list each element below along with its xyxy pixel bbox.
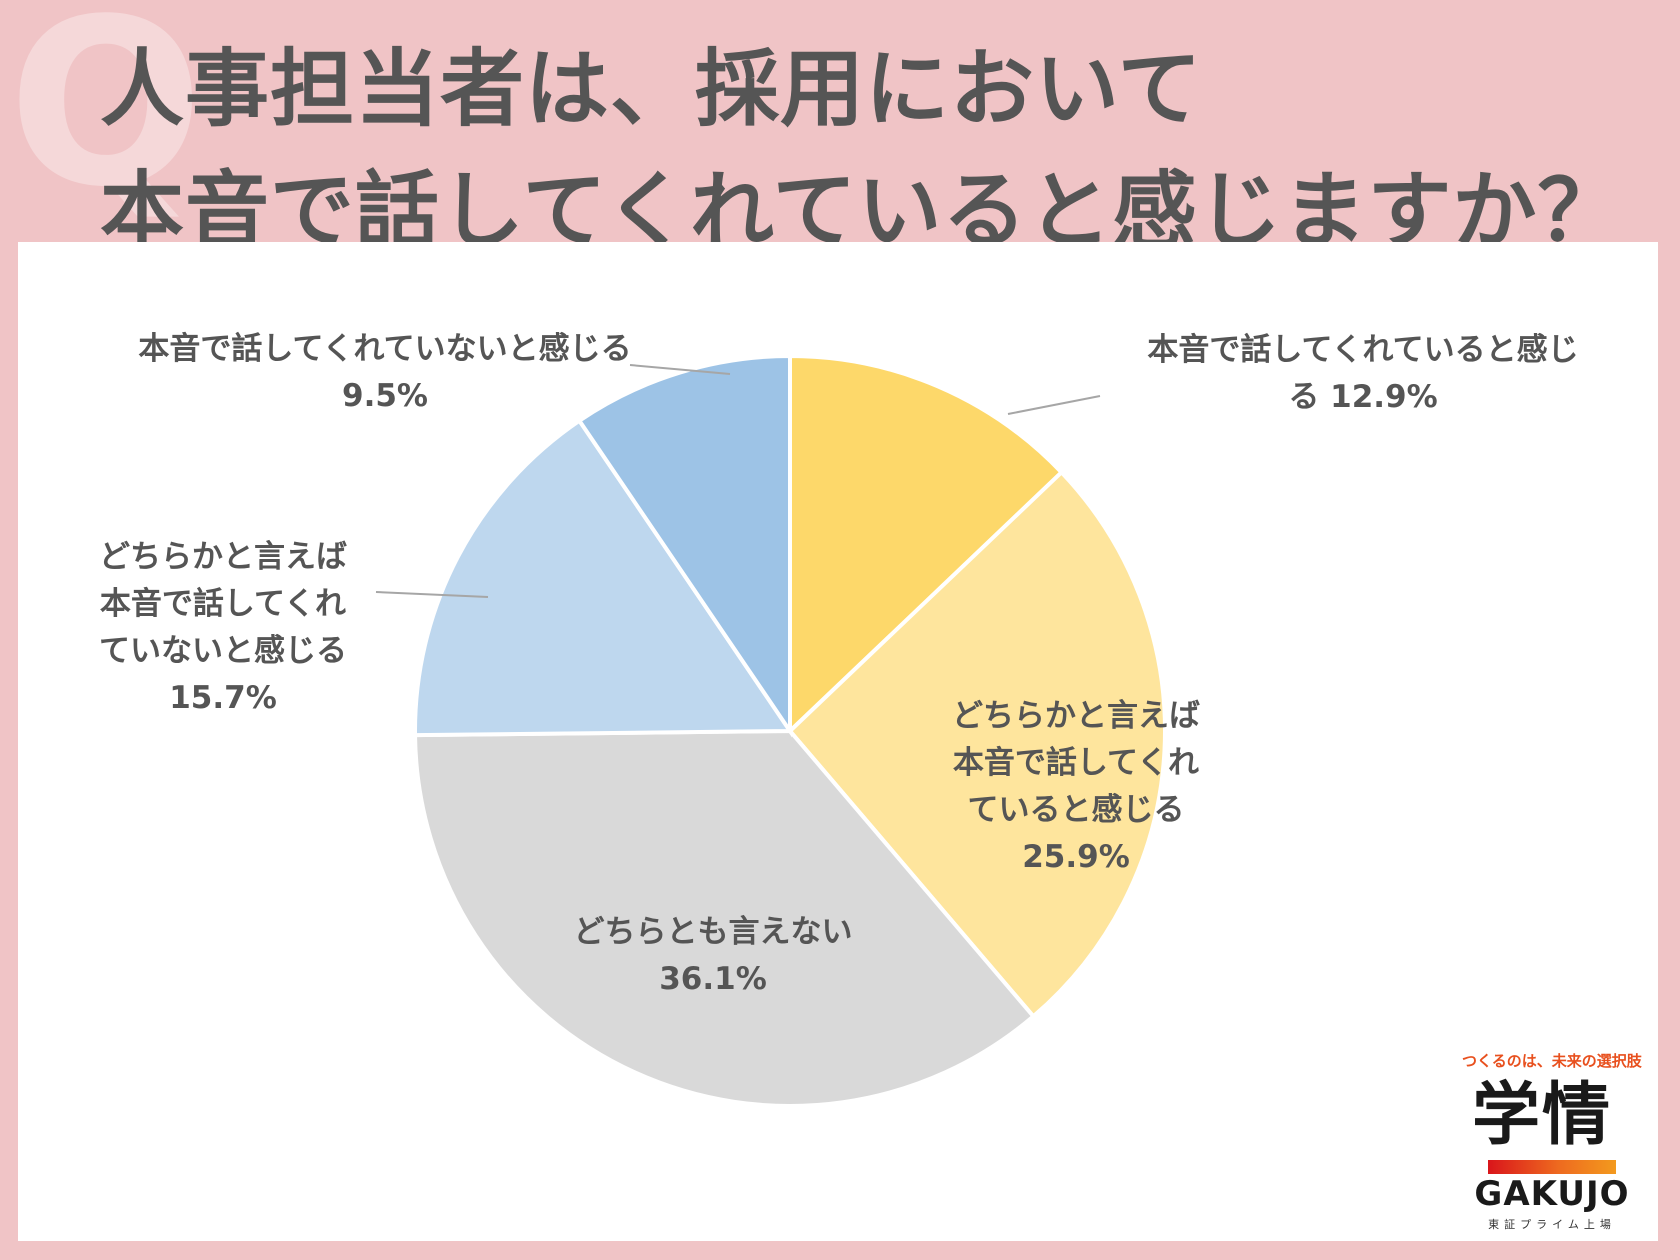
slice-label-5-line-2: 9.5% [342, 378, 428, 414]
leader-line-5 [629, 364, 731, 375]
slice-label-2-line-3: ていると感じる [968, 792, 1185, 828]
logo-gradient-bar [1488, 1160, 1616, 1174]
slice-label-4-line-1: どちらかと言えば [99, 539, 347, 575]
slice-label-3-line-2: 36.1% [659, 961, 767, 997]
slice-label-4-line-2: 本音で話してくれ [100, 586, 346, 622]
slice-label-1-line-1: 本音で話してくれていると感じ [1147, 332, 1578, 368]
logo-tagline: つくるのは、未来の選択肢 [1462, 1052, 1642, 1070]
pie-chart: 本音で話してくれていると感じる 12.9%どちらかと言えば本音で話してくれている… [99, 331, 1579, 1108]
slice-label-3-line-1: どちらとも言えない [574, 914, 853, 950]
slice-label-5-line-1: 本音で話してくれていないと感じる [138, 331, 631, 367]
logo-name: GAKUJO [1474, 1174, 1630, 1214]
pie-slice-5 [576, 353, 792, 738]
slice-label-5: 本音で話してくれていないと感じる 9.5% [138, 331, 631, 414]
pie-slice-4 [413, 417, 794, 738]
slice-label-2-line-2: 本音で話してくれ [953, 745, 1199, 781]
slice-label-1: 本音で話してくれていると感じる 12.9% [1147, 332, 1578, 415]
slice-label-4-line-4: 15.7% [169, 680, 277, 716]
slice-label-2-line-4: 25.9% [1022, 839, 1130, 875]
logo-kanji: 学情 [1471, 1076, 1612, 1155]
page-title: 人事担当者は、採用において 本音で話してくれていると感じますか？ [100, 28, 1622, 272]
q-watermark: Q [8, 0, 204, 238]
slice-label-4: どちらかと言えば本音で話してくれていないと感じる 15.7% [99, 539, 347, 716]
leader-line-4 [375, 591, 489, 598]
title-line-1: 人事担当者は、採用において [100, 40, 1203, 138]
pie-slice-3 [412, 728, 1037, 1108]
slice-label-2: どちらかと言えば本音で話してくれていると感じる 25.9% [952, 698, 1200, 875]
leader-line-1 [1007, 395, 1101, 415]
slice-label-2-line-1: どちらかと言えば [952, 698, 1200, 734]
pie-slice-2 [787, 469, 1167, 1020]
gakujo-logo: つくるのは、未来の選択肢 学情 GAKUJO 東証プライム上場 [1462, 1050, 1642, 1231]
slice-label-4-line-3: ていないと感じる [99, 633, 347, 669]
chart-panel: 本音で話してくれていると感じる 12.9% どちらかと言えば本音で話してくれている… [18, 242, 1658, 1241]
slice-label-3: どちらとも言えない 36.1% [574, 914, 853, 997]
pie-slice-1 [788, 353, 1065, 736]
slice-label-1-line-2: る 12.9% [1288, 379, 1437, 415]
logo-listing: 東証プライム上場 [1488, 1218, 1616, 1231]
